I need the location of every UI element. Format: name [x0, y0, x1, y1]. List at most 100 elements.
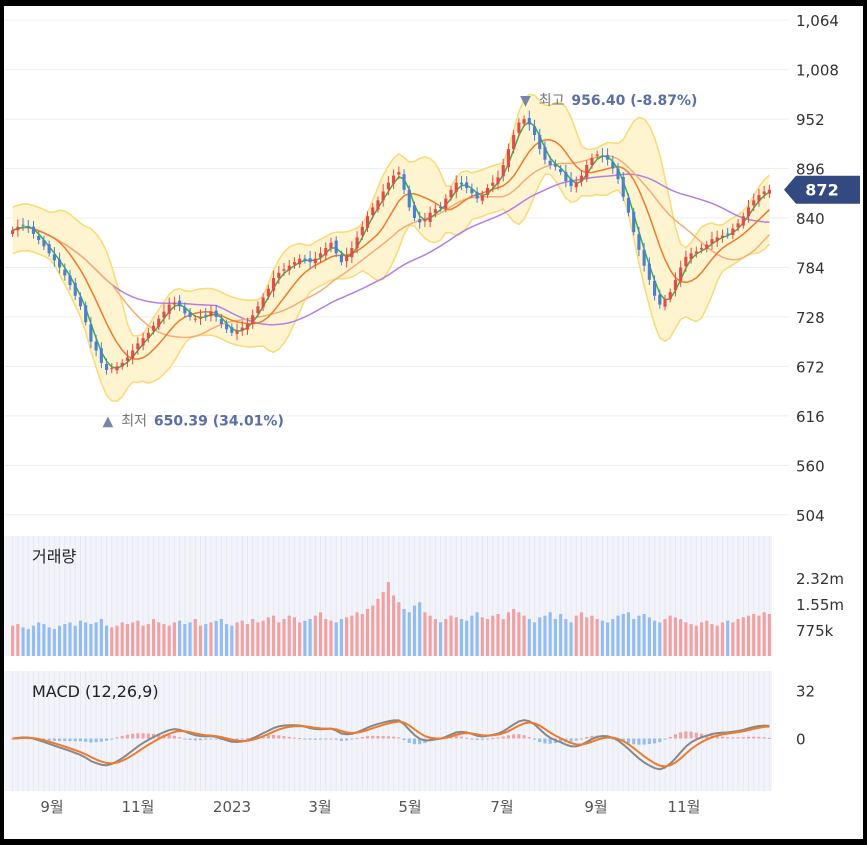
candle-body — [731, 228, 735, 235]
macd-histogram-bar — [668, 736, 672, 739]
candle-body — [266, 288, 270, 297]
candle-body — [172, 302, 176, 305]
macd-histogram-bar — [653, 738, 657, 744]
candle-body — [73, 283, 77, 296]
candle-body — [26, 226, 30, 228]
price-tick-label: 896 — [796, 161, 825, 179]
macd-histogram-bar — [569, 738, 573, 742]
volume-bar — [235, 622, 239, 656]
macd-histogram-bar — [73, 738, 77, 742]
volume-bar — [120, 622, 124, 656]
volume-bar — [694, 625, 698, 656]
candle-body — [439, 207, 443, 209]
macd-stripes — [12, 671, 770, 791]
macd-histogram-bar — [157, 734, 161, 739]
macd-histogram-bar — [104, 738, 109, 741]
candle-body — [120, 362, 124, 367]
volume-bar — [647, 617, 651, 656]
volume-bar — [94, 622, 98, 656]
candle-body — [183, 307, 187, 314]
candle-body — [162, 311, 166, 318]
macd-histogram-bar — [183, 738, 187, 740]
macd-histogram-bar — [522, 735, 526, 739]
candle-body — [428, 212, 432, 222]
volume-bar — [141, 625, 145, 656]
candle-body — [480, 195, 484, 201]
candle-body — [699, 248, 704, 250]
high-value: 956.40 (-8.87%) — [571, 93, 697, 109]
time-tick-label: 2023 — [213, 798, 251, 816]
volume-bar — [11, 625, 15, 656]
volume-bar — [423, 612, 427, 656]
macd-histogram-bar — [757, 736, 761, 739]
volume-bar — [412, 605, 417, 656]
candle-body — [282, 269, 286, 271]
macd-histogram-bar — [459, 736, 464, 739]
macd-histogram-bar — [762, 737, 766, 739]
macd-histogram-bar — [574, 738, 578, 741]
price-tick-label: 728 — [796, 309, 825, 327]
macd-histogram-bar — [407, 738, 411, 743]
volume-bar — [334, 622, 338, 656]
candle-body — [251, 315, 255, 324]
candle-body — [512, 134, 516, 150]
macd-histogram-bar — [647, 738, 651, 744]
candle-body — [668, 292, 672, 300]
macd-histogram-bar — [412, 738, 417, 745]
volume-bar — [266, 617, 270, 656]
macd-histogram — [11, 731, 771, 745]
candle-body — [256, 306, 260, 314]
candle-body — [272, 278, 276, 291]
price-tick-label: 504 — [796, 507, 825, 525]
macd-histogram-bar — [136, 733, 140, 739]
price-tick-label: 952 — [796, 111, 825, 129]
volume-bar — [178, 620, 182, 656]
volume-bar — [741, 617, 745, 656]
volume-bar — [245, 624, 250, 656]
volume-bar — [569, 622, 573, 656]
volume-bar — [131, 622, 135, 656]
price-tick-label: 616 — [796, 408, 825, 426]
candle-body — [292, 262, 297, 265]
candle-body — [188, 312, 192, 317]
macd-histogram-bar — [141, 733, 145, 739]
candle-body — [167, 304, 171, 314]
signal-line — [12, 720, 770, 768]
volume-bar — [637, 615, 641, 656]
volume-bar — [606, 622, 610, 656]
volume-bar — [731, 622, 735, 656]
volume-bar — [726, 620, 730, 656]
candle-body — [752, 200, 756, 206]
macd-histogram-bar — [178, 737, 182, 739]
moving-averages — [12, 121, 770, 369]
candle-body — [386, 182, 390, 190]
volume-bar — [78, 620, 83, 656]
macd-histogram-bar — [626, 738, 631, 744]
macd-histogram-bar — [172, 735, 176, 739]
candle-body — [611, 161, 615, 169]
volume-bar — [198, 625, 203, 656]
volume-bar — [104, 625, 109, 656]
volume-bar — [715, 625, 719, 656]
candle-body — [543, 146, 547, 160]
macd-histogram-bar — [632, 738, 636, 745]
time-tick-label: 9월 — [40, 798, 63, 816]
volume-bar — [292, 617, 297, 656]
volume-axis: 2.32m 1.55m 775k — [796, 570, 844, 640]
volume-bar — [736, 619, 740, 656]
volume-bar — [579, 612, 584, 656]
volume-bar — [287, 615, 291, 656]
volume-bar — [125, 624, 129, 656]
candle-body — [663, 299, 667, 307]
candlesticks — [11, 110, 771, 375]
macd-histogram-bar — [52, 738, 56, 741]
volume-bar — [84, 622, 88, 656]
volume-bar — [89, 624, 93, 656]
volume-bar — [559, 613, 563, 656]
volume-bar — [386, 582, 390, 656]
volume-bar — [616, 615, 620, 656]
candle-body — [637, 234, 641, 250]
macd-histogram-bar — [642, 738, 646, 745]
volume-bar — [371, 605, 375, 656]
macd-histogram-bar — [397, 737, 401, 739]
